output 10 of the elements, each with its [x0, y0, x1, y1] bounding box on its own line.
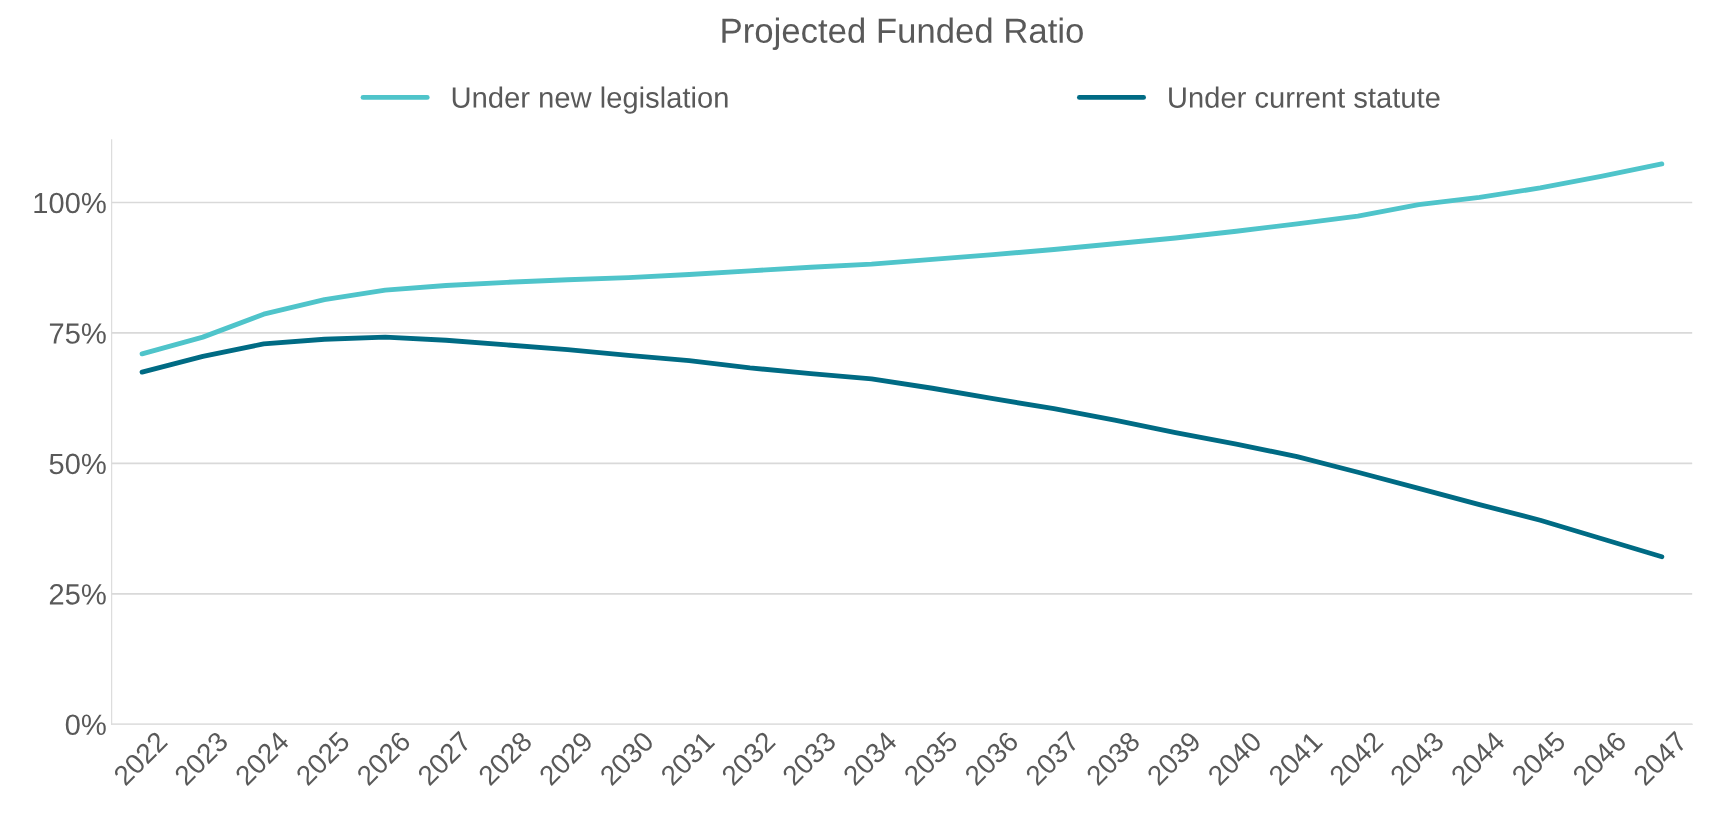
legend-label: Under current statute — [1169, 86, 1440, 108]
line-series — [139, 161, 1665, 357]
line-series — [139, 334, 1665, 560]
y-tick-label: 75% — [49, 323, 106, 344]
y-tick-label: 50% — [49, 453, 106, 475]
y-tick-label: 25% — [49, 584, 106, 605]
chart-title: Projected Funded Ratio — [722, 17, 1083, 50]
y-tick-label: 0% — [65, 714, 106, 736]
legend-label: Under new legislation — [452, 86, 728, 114]
y-tick-label: 100% — [34, 192, 106, 214]
